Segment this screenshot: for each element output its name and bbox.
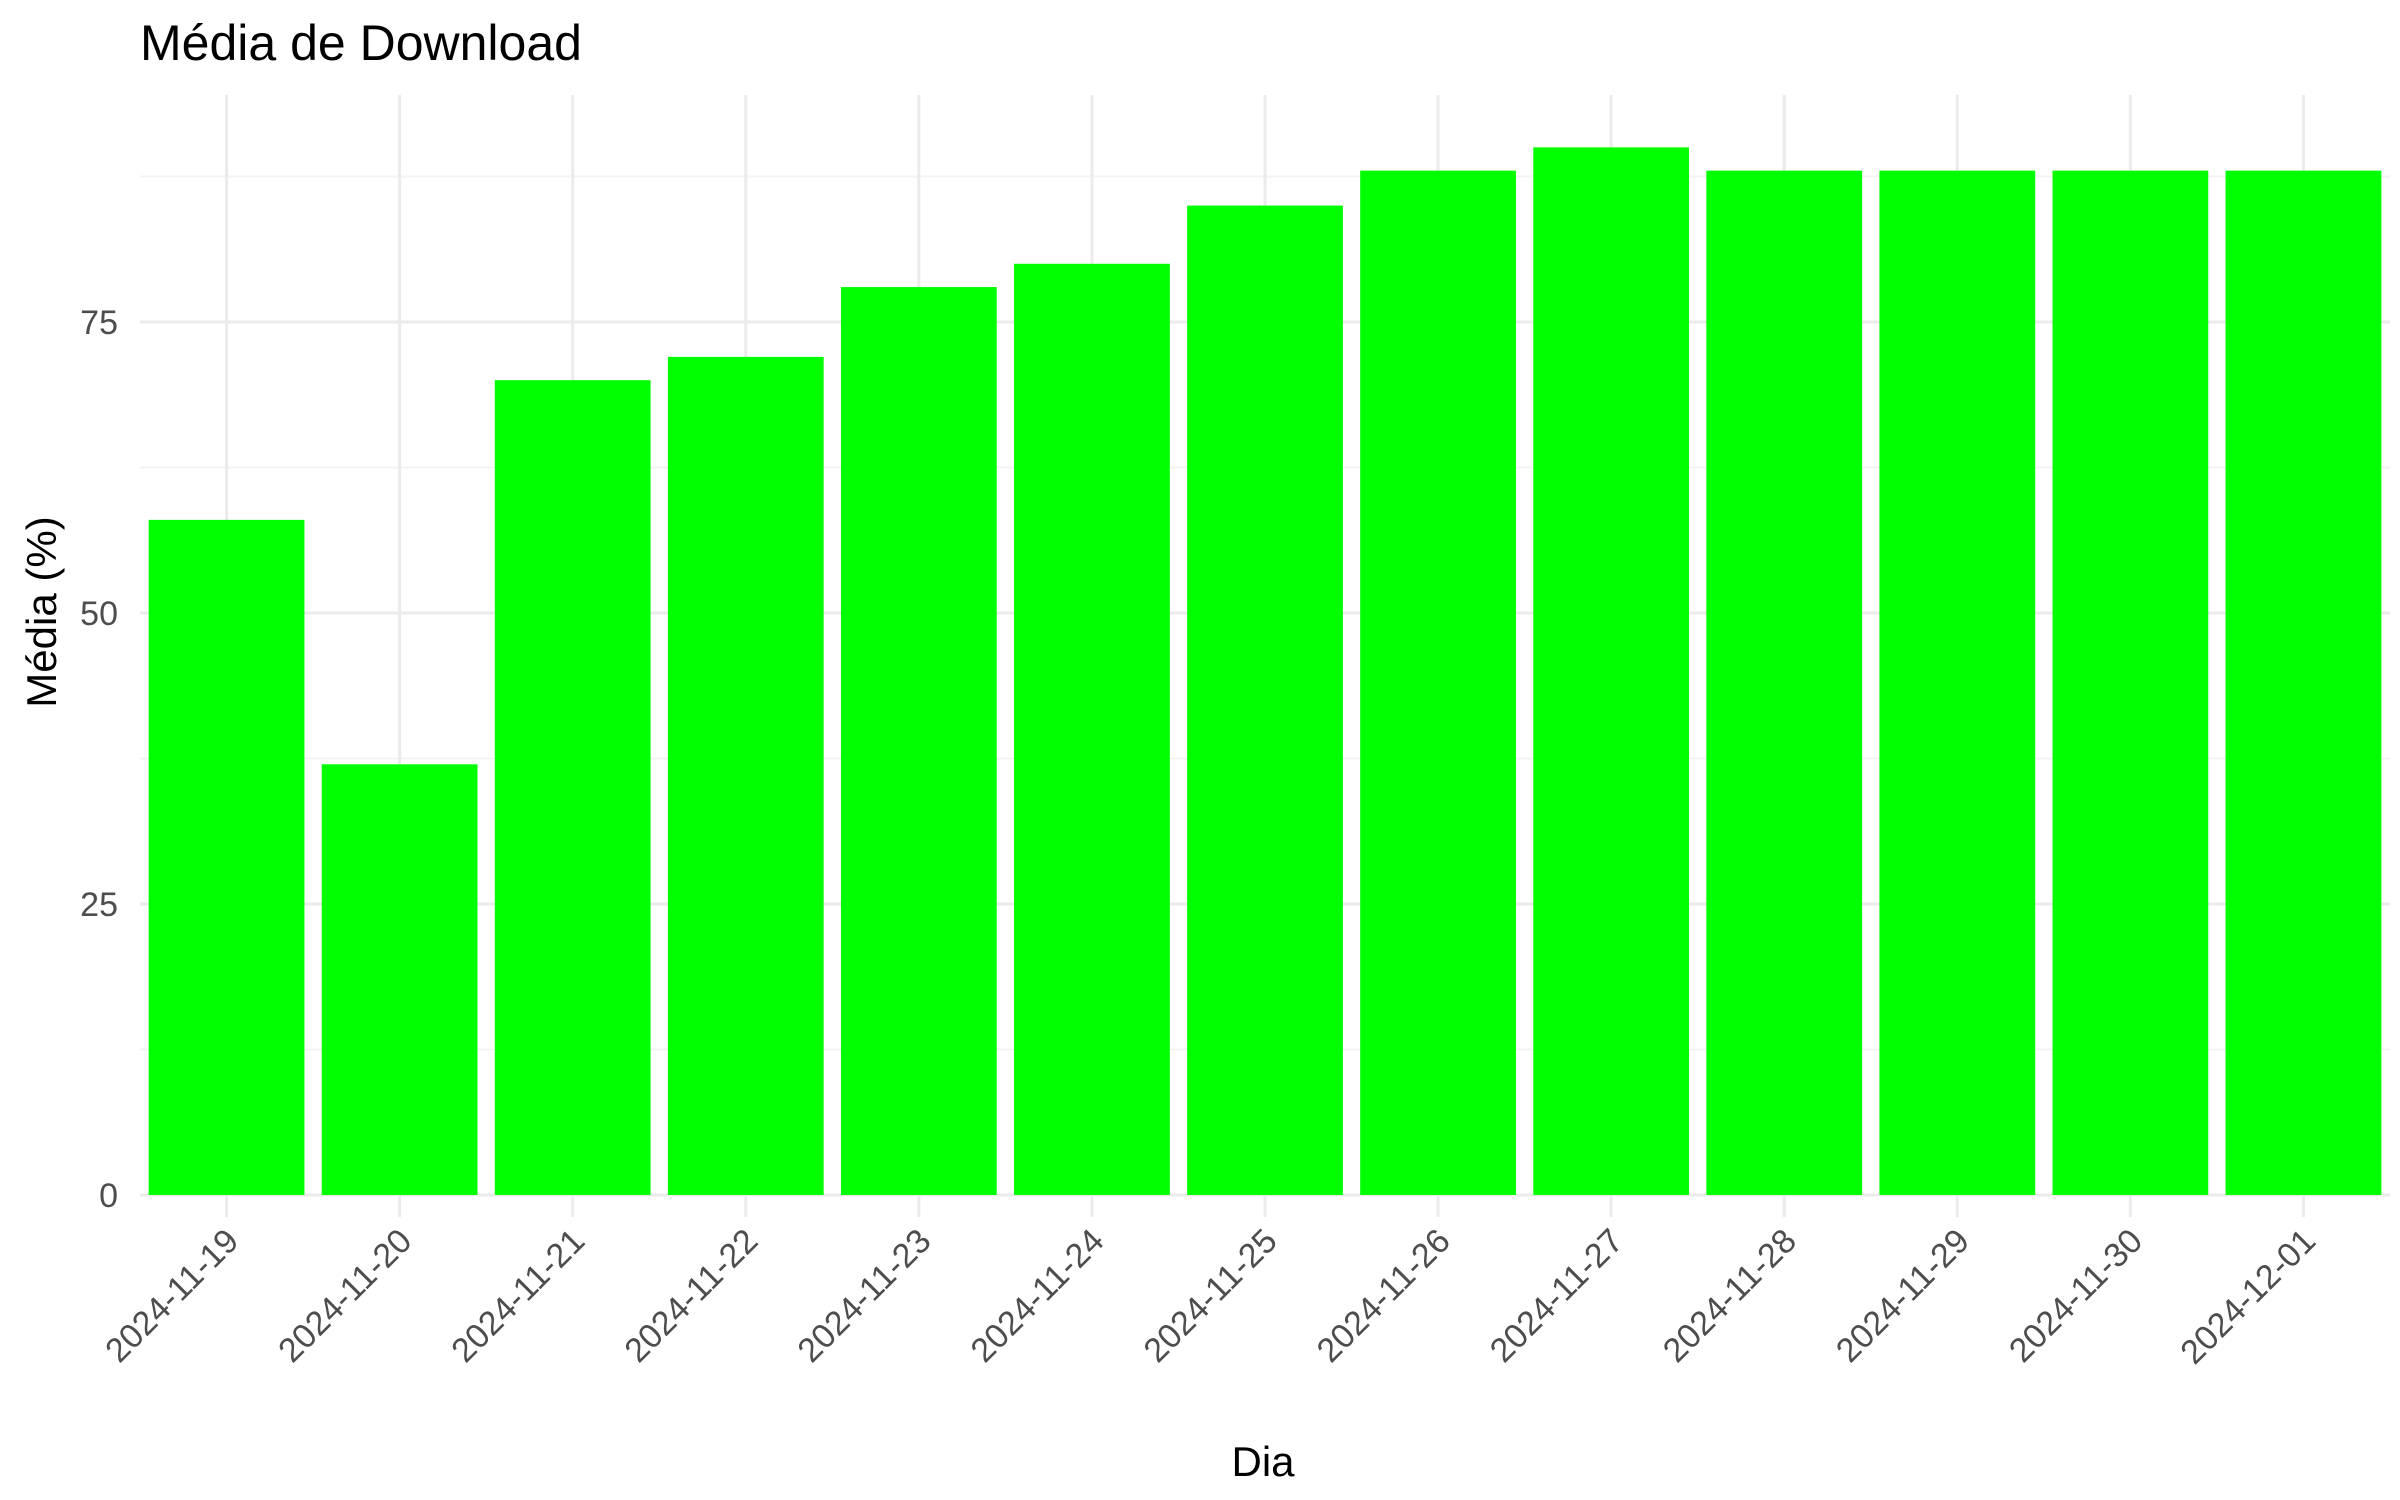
bar — [1014, 263, 1170, 1195]
x-tick-label: 2024-11-28 — [1656, 1222, 1804, 1370]
x-tick-label: 2024-11-27 — [1483, 1222, 1631, 1370]
bar — [667, 356, 824, 1195]
x-tick-label: 2024-11-21 — [444, 1222, 592, 1370]
bar — [494, 380, 651, 1195]
bar — [1706, 170, 1863, 1195]
x-tick-label: 2024-11-25 — [1137, 1222, 1285, 1370]
bar — [1187, 205, 1343, 1195]
x-axis-title: Dia — [1231, 1438, 1295, 1485]
bar — [1360, 170, 1516, 1195]
x-tick-label: 2024-11-30 — [2002, 1222, 2150, 1370]
bar — [321, 764, 478, 1195]
bar — [840, 287, 997, 1196]
x-tick-label: 2024-11-20 — [271, 1222, 419, 1370]
y-axis-ticks: 0 25 50 75 — [80, 304, 118, 1215]
bar — [148, 519, 305, 1195]
x-tick-label: 2024-11-29 — [1829, 1222, 1977, 1370]
bar — [2225, 170, 2382, 1195]
x-tick-label: 2024-11-19 — [98, 1222, 246, 1370]
bar — [1879, 170, 2036, 1195]
x-tick-label: 2024-11-24 — [964, 1222, 1112, 1370]
bar — [2052, 170, 2209, 1195]
x-tick-label: 2024-11-23 — [790, 1222, 938, 1370]
y-tick-label: 25 — [80, 886, 118, 924]
x-axis-ticks: 2024-11-19 2024-11-20 2024-11-21 2024-11-22… — [98, 1222, 2323, 1372]
y-axis-title: Média (%) — [18, 516, 65, 707]
chart-title: Média de Download — [140, 15, 582, 71]
y-tick-label: 0 — [99, 1177, 118, 1215]
x-tick-label: 2024-12-01 — [2173, 1222, 2323, 1372]
bars — [148, 147, 2382, 1196]
x-tick-label: 2024-11-26 — [1310, 1222, 1458, 1370]
x-tick-label: 2024-11-22 — [617, 1222, 765, 1370]
bar — [1533, 147, 1690, 1195]
y-tick-label: 75 — [80, 304, 118, 342]
y-tick-label: 50 — [80, 595, 118, 633]
